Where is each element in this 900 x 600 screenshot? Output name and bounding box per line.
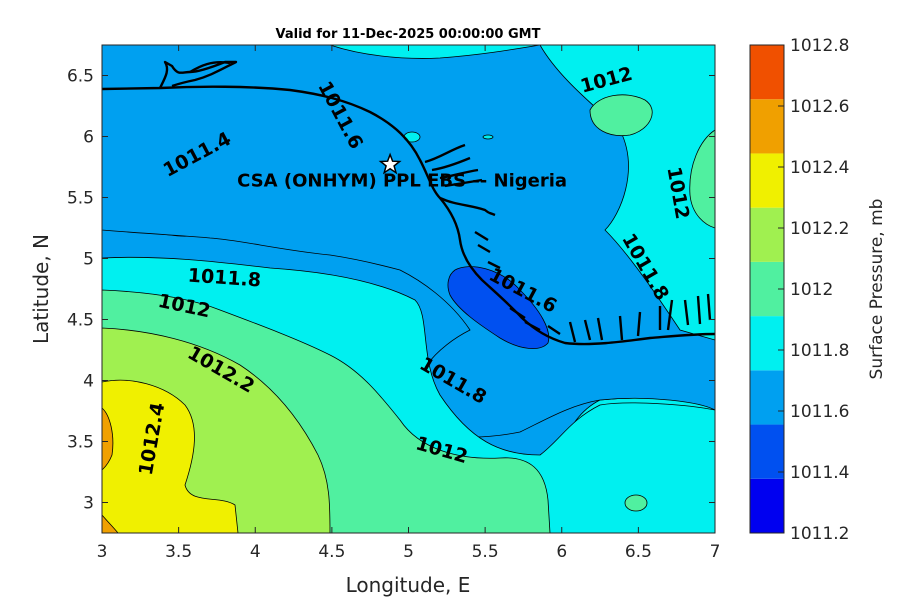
x-tick-label: 7 bbox=[710, 542, 721, 562]
small-contour-3 bbox=[624, 494, 648, 512]
x-tick-label: 6 bbox=[556, 542, 567, 562]
y-tick-label: 4.5 bbox=[67, 311, 94, 331]
y-tick-label: 4 bbox=[83, 372, 94, 392]
band-1012-4 bbox=[102, 379, 239, 533]
band-1011-8-fix bbox=[102, 45, 715, 438]
x-axis-label: Longitude, E bbox=[346, 573, 471, 597]
colorbar-tick-label: 1011.2 bbox=[790, 524, 849, 544]
pressure-contour-fill bbox=[102, 45, 715, 533]
y-tick-label: 6.5 bbox=[67, 67, 94, 87]
map-title: Valid for 11-Dec-2025 00:00:00 GMT bbox=[276, 27, 541, 42]
x-tick-label: 3 bbox=[97, 542, 108, 562]
star-icon bbox=[378, 152, 402, 175]
band-1012-6-bottom bbox=[102, 514, 119, 533]
colorbar-tick-label: 1012.6 bbox=[790, 97, 849, 117]
y-tick-label: 6 bbox=[83, 128, 94, 148]
y-tick-label: 3.5 bbox=[67, 433, 94, 453]
colorbar-tick-label: 1012.4 bbox=[790, 158, 849, 178]
colorbar-swatch bbox=[750, 45, 784, 100]
site-marker: CSA (ONHYM) PPL EBS -- Nigeria bbox=[237, 152, 567, 192]
band-1012-patch-ne bbox=[589, 94, 653, 137]
x-tick-label: 6.5 bbox=[625, 542, 652, 562]
colorbar-swatch bbox=[750, 424, 784, 479]
colorbar-tick-label: 1012.8 bbox=[790, 36, 849, 56]
y-axis-label: Latitude, N bbox=[29, 234, 53, 344]
y-tick-label: 3 bbox=[83, 494, 94, 514]
colorbar-swatch bbox=[750, 153, 784, 208]
colorbar-swatch bbox=[750, 478, 784, 533]
colorbar-swatch bbox=[750, 207, 784, 262]
colorbar-tick-label: 1011.6 bbox=[790, 402, 849, 422]
small-contour-2 bbox=[482, 134, 494, 140]
x-tick-label: 3.5 bbox=[165, 542, 192, 562]
x-tick-label: 4 bbox=[250, 542, 261, 562]
colorbar-tick-label: 1012 bbox=[790, 280, 833, 300]
colorbar bbox=[750, 45, 784, 533]
colorbar-ticks: 1012.8 1012.6 1012.4 1012.2 1012 1011.8 1011.6… bbox=[778, 36, 849, 544]
colorbar-label: Surface Pressure, mb bbox=[867, 199, 887, 380]
x-tick-label: 5.5 bbox=[472, 542, 499, 562]
y-tick-label: 5 bbox=[83, 250, 94, 270]
band-1012-6-left bbox=[102, 407, 114, 471]
band-1012-patch-e bbox=[689, 129, 715, 229]
band-1011-4-low bbox=[447, 266, 550, 349]
colorbar-tick-label: 1012.2 bbox=[790, 219, 849, 239]
coastline bbox=[102, 60, 715, 346]
colorbar-swatch bbox=[750, 370, 784, 425]
y-axis-ticks: 3 3.5 4 4.5 5 5.5 6 6.5 bbox=[67, 67, 715, 514]
colorbar-swatch bbox=[750, 316, 784, 371]
contour-label-1011-8-b: 1011.8 bbox=[187, 264, 262, 291]
y-tick-label: 5.5 bbox=[67, 189, 94, 209]
x-axis-ticks: 3 3.5 4 4.5 5 5.5 6 6.5 7 bbox=[97, 45, 721, 562]
site-label: CSA (ONHYM) PPL EBS -- Nigeria bbox=[237, 171, 567, 192]
colorbar-tick-label: 1011.8 bbox=[790, 341, 849, 361]
colorbar-tick-label: 1011.4 bbox=[790, 463, 849, 483]
colorbar-swatch bbox=[750, 99, 784, 154]
x-tick-label: 5 bbox=[403, 542, 414, 562]
x-tick-label: 4.5 bbox=[318, 542, 345, 562]
